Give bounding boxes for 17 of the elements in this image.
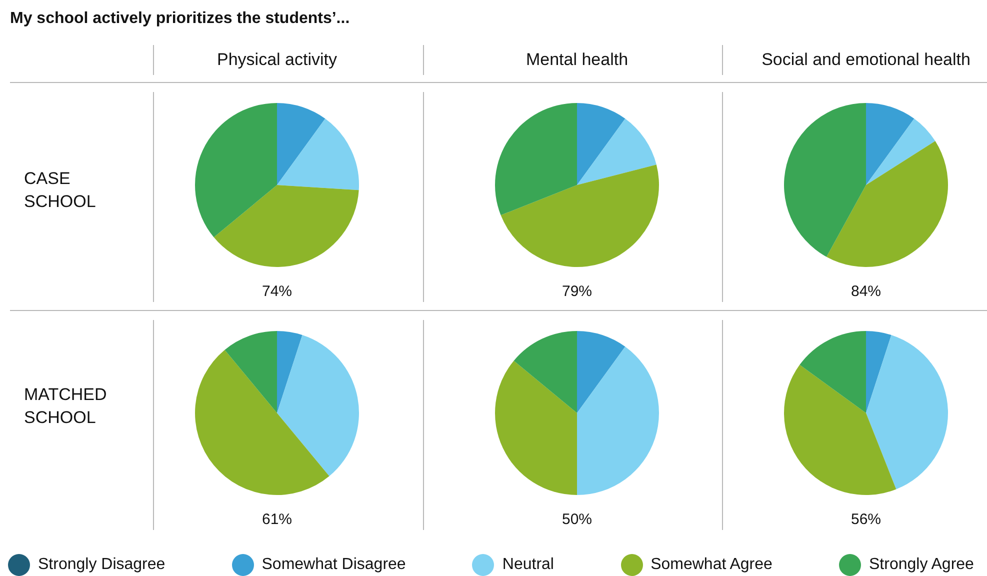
legend-label: Somewhat Disagree [262,555,406,575]
chart-title: Mental health [524,50,630,70]
text: 50% [560,511,594,528]
text: 79% [560,283,594,300]
chart-title: Social and emotional health [760,50,972,70]
legend-label: Strongly Agree [869,555,974,575]
legend-label: Strongly Disagree [38,555,166,575]
legend-label: Somewhat Agree [650,555,772,575]
chart-title: Physical activity [216,50,338,70]
text: 61% [260,511,294,528]
legend-label: Neutral [502,555,554,575]
text: MATCHED SCHOOL [24,384,108,429]
text: 84% [850,283,882,300]
text: My school actively prioritizes the students’... [10,10,350,28]
text: 56% [850,511,882,528]
text: CASE SCHOOL [24,168,97,213]
text: 74% [260,283,294,300]
